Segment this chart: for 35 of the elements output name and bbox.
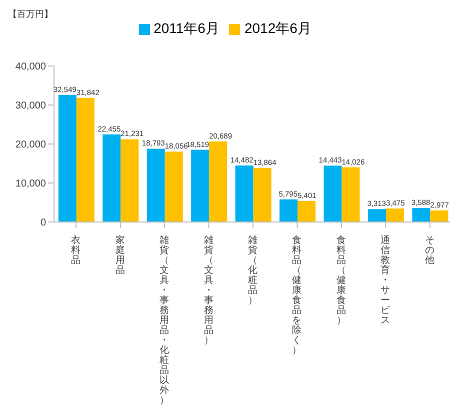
x-tick-label: 家庭用品 <box>115 234 126 276</box>
bar <box>253 168 272 222</box>
bar <box>58 95 76 222</box>
y-tick-label: 0 <box>40 218 46 229</box>
bar <box>342 167 360 222</box>
bar <box>76 98 94 222</box>
bar <box>324 166 342 222</box>
bar <box>191 150 210 222</box>
y-axis-title: 【百万円】 <box>8 8 53 21</box>
bar <box>209 141 228 222</box>
x-tick-label: 衣料品 <box>71 234 82 266</box>
category-label: 食料品（健康食品を除く） <box>292 235 302 356</box>
legend-label: 2011年6月 <box>154 20 220 36</box>
y-tick-label: 10,000 <box>15 178 46 190</box>
bar <box>146 148 165 222</box>
y-tick-label: 20,000 <box>15 140 46 151</box>
x-tick-label: その他 <box>424 235 435 266</box>
bar <box>235 166 254 222</box>
y-tick-label: 30,000 <box>15 100 46 112</box>
category-label: 雑貨（文具・事務用品） <box>204 235 214 346</box>
bar <box>164 152 183 222</box>
bar <box>430 210 448 222</box>
bar <box>386 208 404 222</box>
bar <box>280 199 298 222</box>
bar <box>412 208 430 222</box>
bar <box>298 200 316 222</box>
bar <box>102 134 121 222</box>
x-tick-label: 雑貨（化粧品） <box>248 234 258 306</box>
category-label: 雑貨（文具・事務用品・化粧品以外） <box>160 235 170 406</box>
bar <box>120 139 139 222</box>
legend-label: 2012年6月 <box>244 20 312 36</box>
bar <box>368 209 386 222</box>
category-label: 食料品（健康食品） <box>336 235 346 326</box>
category-label: 通信教育・サービス <box>380 235 391 326</box>
y-tick-label: 40,000 <box>15 62 46 73</box>
